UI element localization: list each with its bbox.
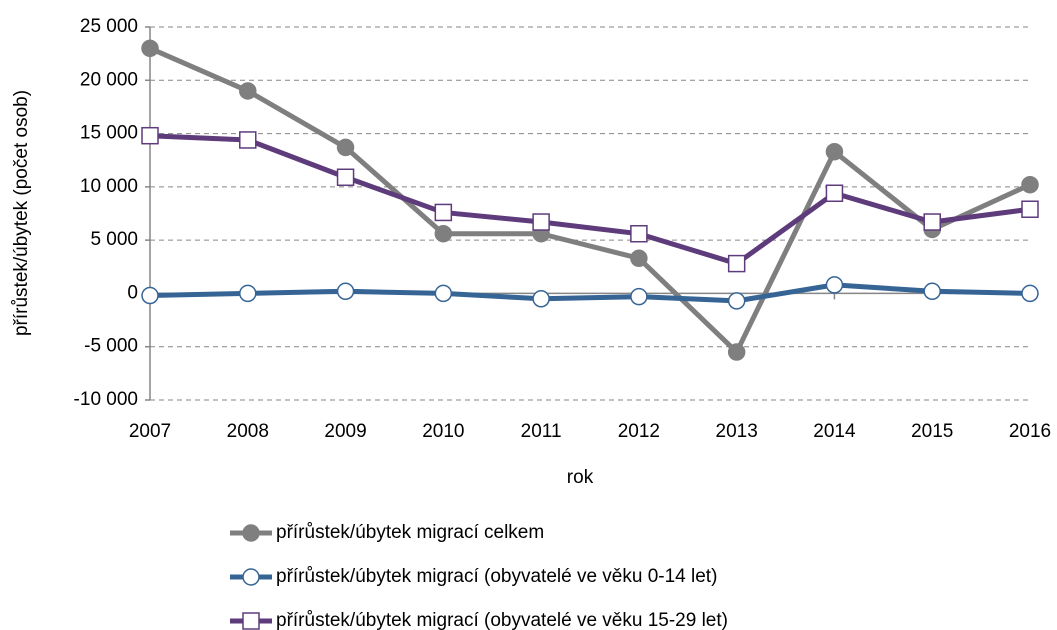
marker bbox=[242, 612, 260, 630]
marker bbox=[239, 131, 257, 149]
marker bbox=[239, 284, 257, 303]
legend-label: přírůstek/úbytek migrací (obyvatelé ve v… bbox=[276, 566, 717, 587]
marker bbox=[923, 213, 941, 231]
x-tick-label: 2009 bbox=[324, 421, 366, 442]
marker bbox=[727, 254, 746, 273]
marker bbox=[141, 286, 159, 305]
legend-label: přírůstek/úbytek migrací (obyvatelé ve v… bbox=[276, 610, 728, 630]
y-tick-label: 10 000 bbox=[80, 176, 138, 197]
marker bbox=[434, 284, 453, 303]
legend-label: přírůstek/úbytek migrací celkem bbox=[276, 522, 544, 543]
marker bbox=[825, 184, 844, 203]
marker bbox=[336, 168, 355, 187]
x-axis-label: rok bbox=[567, 467, 594, 488]
y-tick-label: -10 000 bbox=[74, 389, 138, 410]
x-tick-label: 2016 bbox=[1009, 421, 1051, 442]
x-tick-label: 2014 bbox=[813, 421, 856, 442]
marker bbox=[923, 282, 941, 301]
marker bbox=[532, 290, 550, 308]
x-tick-label: 2008 bbox=[227, 421, 269, 442]
x-tick-label: 2013 bbox=[716, 421, 758, 442]
marker bbox=[434, 203, 453, 222]
marker bbox=[727, 343, 746, 361]
marker bbox=[630, 224, 648, 243]
marker bbox=[141, 39, 159, 58]
x-tick-label: 2012 bbox=[618, 421, 660, 442]
marker bbox=[242, 568, 260, 586]
marker bbox=[825, 276, 844, 294]
marker bbox=[1021, 284, 1039, 303]
marker bbox=[727, 292, 746, 310]
marker bbox=[239, 82, 257, 100]
marker bbox=[434, 224, 453, 243]
marker bbox=[141, 126, 159, 145]
series-line bbox=[149, 133, 1031, 267]
y-tick-label: 5 000 bbox=[90, 229, 138, 250]
marker bbox=[336, 282, 355, 301]
marker bbox=[336, 138, 355, 157]
marker bbox=[1021, 175, 1039, 194]
marker bbox=[630, 249, 648, 268]
series-line bbox=[149, 282, 1031, 304]
marker bbox=[825, 142, 844, 161]
y-tick-label: 20 000 bbox=[80, 69, 138, 90]
marker bbox=[242, 524, 260, 542]
marker bbox=[532, 213, 550, 231]
y-tick-label: 0 bbox=[127, 282, 138, 303]
x-tick-label: 2011 bbox=[521, 421, 562, 442]
marker bbox=[630, 287, 648, 306]
y-tick-label: -5 000 bbox=[84, 336, 138, 357]
y-tick-label: 15 000 bbox=[80, 123, 138, 144]
marker bbox=[1021, 200, 1039, 218]
x-tick-label: 2015 bbox=[911, 421, 953, 442]
x-tick-label: 2010 bbox=[422, 421, 464, 442]
y-tick-label: 25 000 bbox=[80, 16, 138, 37]
y-axis-label: přírůstek/úbytek (počet osob) bbox=[11, 90, 32, 336]
x-tick-label: 2007 bbox=[129, 421, 171, 442]
series-line bbox=[149, 46, 1032, 355]
